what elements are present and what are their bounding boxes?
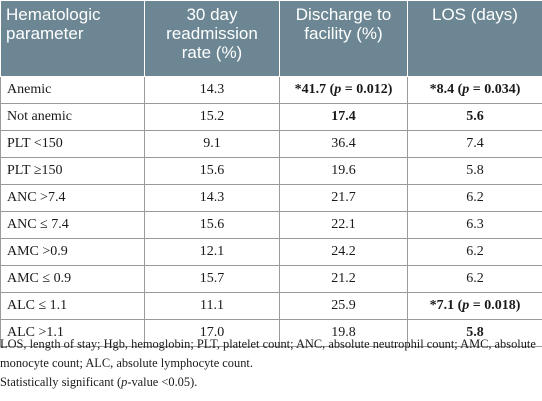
readmission-cell: 15.2 — [144, 103, 280, 131]
los-cell: 7.4 — [407, 130, 542, 158]
readmission-cell: 17.0 — [144, 319, 280, 347]
header-readmission-rate: 30 day readmission rate (%) — [144, 0, 280, 77]
header-hematologic-parameter: Hematologic parameter — [0, 0, 145, 77]
table-body: Anemic 14.3 *41.7 (p = 0.012) *8.4 (p = 0.0… — [0, 76, 542, 347]
results-table: Hematologic parameter 30 day readmission… — [0, 0, 542, 347]
readmission-cell: 9.1 — [144, 130, 280, 158]
discharge-cell: 17.4 — [279, 103, 408, 131]
los-cell: 5.8 — [407, 319, 542, 347]
parameter-cell: ALC >1.1 — [0, 319, 145, 347]
discharge-cell: 19.6 — [279, 157, 408, 185]
parameter-cell: ALC ≤ 1.1 — [0, 292, 145, 320]
parameter-cell: PLT ≥150 — [0, 157, 145, 185]
discharge-cell: 22.1 — [279, 211, 408, 239]
table-row: ANC >7.4 14.3 21.7 6.2 — [0, 184, 542, 212]
readmission-cell: 12.1 — [144, 238, 280, 266]
table-row: Anemic 14.3 *41.7 (p = 0.012) *8.4 (p = 0.0… — [0, 76, 542, 104]
readmission-cell: 11.1 — [144, 292, 280, 320]
table-row: ANC ≤ 7.4 15.6 22.1 6.3 — [0, 211, 542, 239]
parameter-cell: AMC ≤ 0.9 — [0, 265, 145, 293]
abbreviations-footnote: LOS, length of stay; Hgb, hemoglobin; PL… — [0, 337, 536, 370]
readmission-cell: 15.6 — [144, 157, 280, 185]
significance-prefix: Statistically significant ( — [0, 375, 122, 389]
los-cell: *8.4 (p = 0.034) — [407, 76, 542, 104]
table-row: PLT <150 9.1 36.4 7.4 — [0, 130, 542, 158]
readmission-cell: 15.7 — [144, 265, 280, 293]
table-row: AMC >0.9 12.1 24.2 6.2 — [0, 238, 542, 266]
table-row: AMC ≤ 0.9 15.7 21.2 6.2 — [0, 265, 542, 293]
parameter-cell: ANC ≤ 7.4 — [0, 211, 145, 239]
los-cell: 6.2 — [407, 184, 542, 212]
los-cell: 6.2 — [407, 238, 542, 266]
parameter-cell: PLT <150 — [0, 130, 145, 158]
readmission-cell: 15.6 — [144, 211, 280, 239]
los-cell: *7.1 (p = 0.018) — [407, 292, 542, 320]
significance-p-italic: p — [121, 375, 128, 389]
discharge-cell: *41.7 (p = 0.012) — [279, 76, 408, 104]
table-row: ALC >1.1 17.0 19.8 5.8 — [0, 319, 542, 347]
los-cell: 5.8 — [407, 157, 542, 185]
table-footnotes: LOS, length of stay; Hgb, hemoglobin; PL… — [0, 335, 542, 392]
table-row: Not anemic 15.2 17.4 5.6 — [0, 103, 542, 131]
readmission-cell: 14.3 — [144, 184, 280, 212]
parameter-cell: ANC >7.4 — [0, 184, 145, 212]
header-los: LOS (days) — [407, 0, 542, 77]
los-cell: 6.3 — [407, 211, 542, 239]
results-table-container: Hematologic parameter 30 day readmission… — [0, 0, 542, 347]
significance-suffix: -value <0.05). — [127, 375, 198, 389]
discharge-cell: 21.7 — [279, 184, 408, 212]
table-row: PLT ≥150 15.6 19.6 5.8 — [0, 157, 542, 185]
los-cell: 5.6 — [407, 103, 542, 131]
parameter-cell: AMC >0.9 — [0, 238, 145, 266]
table-row: ALC ≤ 1.1 11.1 25.9 *7.1 (p = 0.018) — [0, 292, 542, 320]
header-row: Hematologic parameter 30 day readmission… — [0, 0, 542, 77]
parameter-cell: Anemic — [0, 76, 145, 104]
discharge-cell: 21.2 — [279, 265, 408, 293]
significance-footnote: Statistically significant (p-value <0.05… — [0, 373, 542, 392]
header-discharge-to-facility: Discharge to facility (%) — [279, 0, 408, 77]
discharge-cell: 36.4 — [279, 130, 408, 158]
discharge-cell: 24.2 — [279, 238, 408, 266]
readmission-cell: 14.3 — [144, 76, 280, 104]
parameter-cell: Not anemic — [0, 103, 145, 131]
discharge-cell: 25.9 — [279, 292, 408, 320]
los-cell: 6.2 — [407, 265, 542, 293]
